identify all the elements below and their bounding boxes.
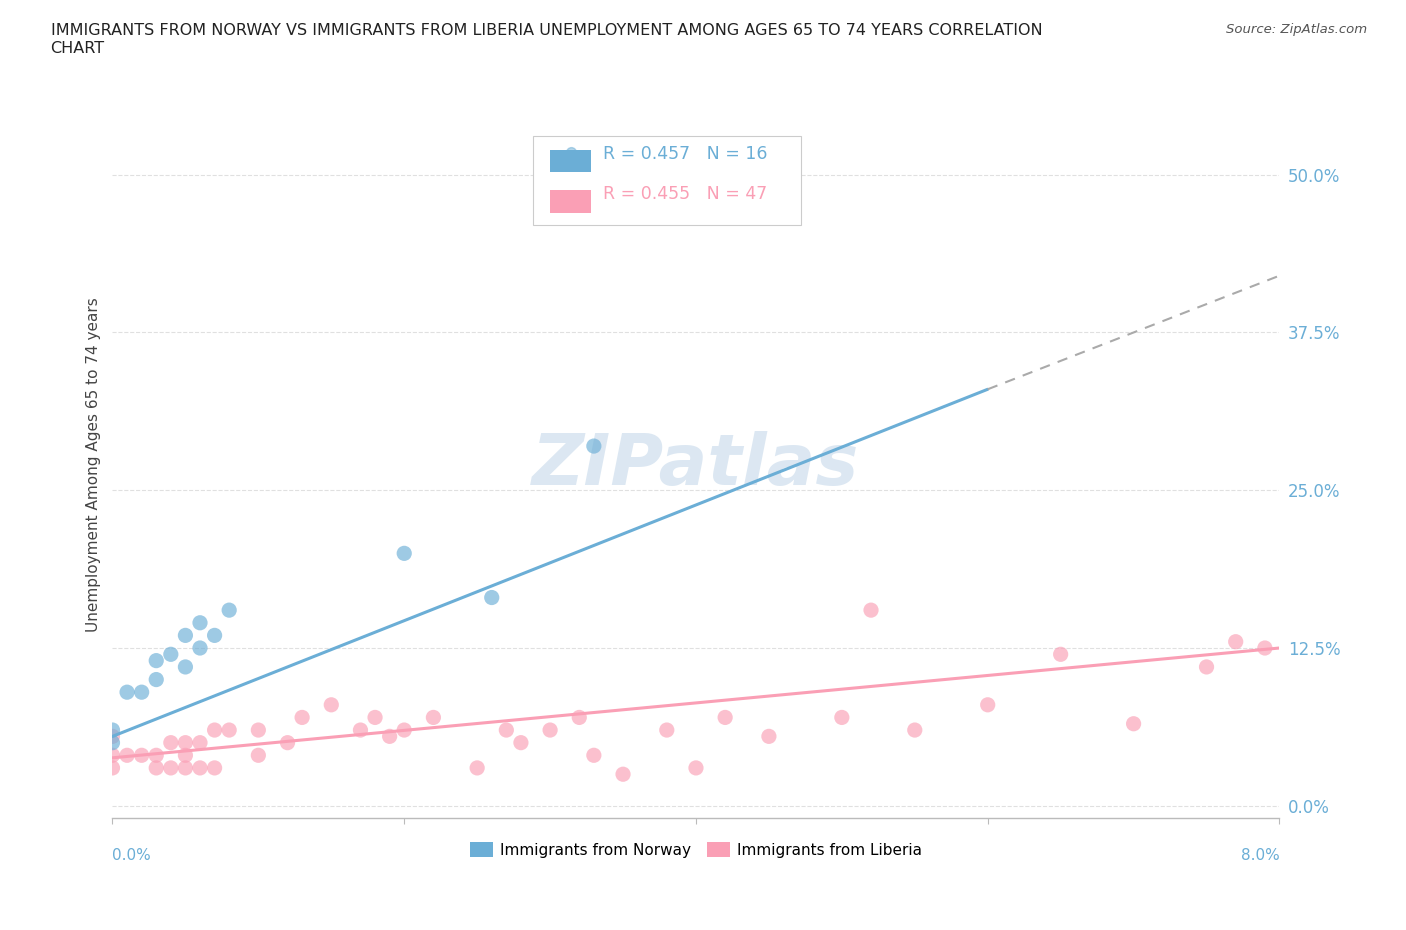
Point <box>481 591 503 605</box>
Point <box>1122 716 1144 731</box>
Text: R = 0.457   N = 16: R = 0.457 N = 16 <box>603 145 768 163</box>
Point <box>174 761 197 776</box>
Text: IMMIGRANTS FROM NORWAY VS IMMIGRANTS FROM LIBERIA UNEMPLOYMENT AMONG AGES 65 TO : IMMIGRANTS FROM NORWAY VS IMMIGRANTS FRO… <box>51 23 1042 56</box>
Point <box>904 723 927 737</box>
Point <box>612 766 634 781</box>
Point <box>204 761 226 776</box>
Point <box>422 710 444 724</box>
Legend: Immigrants from Norway, Immigrants from Liberia: Immigrants from Norway, Immigrants from … <box>464 835 928 864</box>
Point <box>394 723 416 737</box>
Point <box>174 659 197 674</box>
Text: R = 0.455   N = 47: R = 0.455 N = 47 <box>603 185 766 204</box>
Point <box>394 546 416 561</box>
Point <box>174 736 197 751</box>
Point <box>714 710 737 724</box>
Point <box>101 729 124 744</box>
Text: 8.0%: 8.0% <box>1240 848 1279 863</box>
Point <box>321 698 343 712</box>
Point <box>145 653 167 668</box>
Point <box>204 723 226 737</box>
Point <box>364 710 387 724</box>
Point <box>145 672 167 687</box>
Point <box>188 616 211 631</box>
Point <box>188 641 211 656</box>
Point <box>378 729 401 744</box>
Point <box>204 628 226 643</box>
Point <box>131 748 153 763</box>
Text: ZIPatlas: ZIPatlas <box>533 431 859 499</box>
Point <box>831 710 853 724</box>
Point <box>101 736 124 751</box>
Point <box>145 748 167 763</box>
Point <box>349 723 371 737</box>
Point <box>247 723 270 737</box>
Point <box>115 748 138 763</box>
Point <box>685 761 707 776</box>
Point <box>188 761 211 776</box>
Point <box>1225 634 1247 649</box>
Point <box>582 439 605 454</box>
Text: 0.0%: 0.0% <box>112 848 152 863</box>
Point <box>758 729 780 744</box>
Point <box>160 736 183 751</box>
Point <box>1195 659 1218 674</box>
Point <box>276 736 298 751</box>
Point <box>538 723 561 737</box>
Point <box>495 723 517 737</box>
FancyBboxPatch shape <box>550 191 591 213</box>
Text: Source: ZipAtlas.com: Source: ZipAtlas.com <box>1226 23 1367 36</box>
Point <box>188 736 211 751</box>
Point <box>160 761 183 776</box>
Point <box>145 761 167 776</box>
FancyBboxPatch shape <box>533 137 801 225</box>
Point <box>976 698 998 712</box>
Point <box>509 736 531 751</box>
Point <box>655 723 678 737</box>
Point <box>1049 647 1071 662</box>
Point <box>101 761 124 776</box>
Point <box>174 628 197 643</box>
Point <box>1254 641 1277 656</box>
Point <box>859 603 883 618</box>
FancyBboxPatch shape <box>550 150 591 172</box>
Point <box>101 723 124 737</box>
Point <box>174 748 197 763</box>
Point <box>465 761 488 776</box>
Point <box>160 647 183 662</box>
Point <box>218 603 240 618</box>
Point <box>582 748 605 763</box>
Y-axis label: Unemployment Among Ages 65 to 74 years: Unemployment Among Ages 65 to 74 years <box>86 298 101 632</box>
Point <box>115 684 138 699</box>
Point <box>247 748 270 763</box>
Point <box>568 710 591 724</box>
Point <box>291 710 314 724</box>
Point <box>131 684 153 699</box>
Point <box>218 723 240 737</box>
Point <box>101 748 124 763</box>
